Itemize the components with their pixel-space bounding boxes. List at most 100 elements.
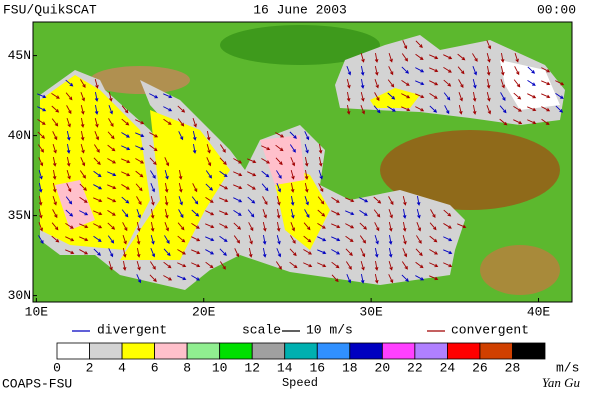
wind-arrow bbox=[388, 274, 394, 284]
wind-arrow bbox=[107, 235, 115, 244]
colorbar-label: Speed bbox=[282, 376, 318, 390]
wind-arrow bbox=[359, 197, 369, 203]
colorbar-box bbox=[446, 342, 481, 360]
wind-arrow bbox=[206, 157, 212, 167]
wind-arrow bbox=[149, 157, 157, 166]
wind-arrow bbox=[415, 53, 424, 61]
wind-arrow bbox=[66, 156, 71, 167]
wind-arrow bbox=[486, 65, 491, 76]
wind-arrow bbox=[51, 93, 60, 99]
lat-tick-label: 35N bbox=[8, 208, 31, 223]
legend-convergent: convergent bbox=[451, 322, 529, 337]
wind-arrow bbox=[276, 183, 282, 193]
wind-arrow bbox=[429, 222, 437, 231]
wind-arrow bbox=[513, 106, 522, 112]
wind-arrow bbox=[457, 223, 467, 229]
wind-arrow bbox=[317, 262, 327, 268]
wind-arrow bbox=[415, 40, 423, 48]
wind-arrow bbox=[205, 183, 214, 191]
wind-arrow bbox=[345, 197, 355, 203]
wind-arrow bbox=[80, 157, 86, 167]
wind-arrow bbox=[387, 92, 396, 100]
wind-arrow bbox=[443, 223, 452, 229]
wind-arrow bbox=[94, 131, 100, 141]
wind-zone bbox=[55, 180, 95, 230]
wind-arrow bbox=[486, 78, 491, 89]
wind-arrow bbox=[346, 66, 352, 76]
wind-arrow bbox=[79, 170, 86, 179]
wind-arrow bbox=[472, 104, 477, 115]
wind-arrow bbox=[304, 182, 309, 193]
colorbar-unit: m/s bbox=[556, 360, 579, 375]
colorbar-tick-label: 14 bbox=[277, 360, 293, 375]
wind-arrow bbox=[37, 118, 46, 125]
wind-arrow bbox=[262, 247, 267, 258]
header-date: 16 June 2003 bbox=[253, 2, 347, 17]
wind-arrow bbox=[457, 66, 465, 75]
wind-arrow bbox=[401, 93, 411, 99]
wind-arrow bbox=[66, 130, 71, 141]
wind-arrow bbox=[527, 66, 536, 74]
wind-arrow bbox=[374, 273, 379, 284]
header-left: FSU/QuikSCAT bbox=[3, 2, 97, 17]
wind-arrow bbox=[541, 118, 550, 126]
wind-arrow bbox=[429, 235, 438, 243]
wind-arrow bbox=[443, 236, 453, 242]
wind-arrow bbox=[374, 260, 379, 271]
wind-arrow bbox=[360, 248, 366, 258]
wind-arrow bbox=[415, 80, 425, 86]
wind-arrow bbox=[192, 118, 197, 128]
wind-arrow bbox=[401, 53, 409, 62]
wind-zone bbox=[500, 60, 560, 110]
wind-arrow bbox=[94, 104, 99, 115]
wind-arrow bbox=[388, 53, 393, 63]
wind-arrow bbox=[65, 209, 74, 217]
wind-zone bbox=[260, 135, 305, 185]
wind-arrow bbox=[79, 210, 89, 216]
wind-arrow bbox=[191, 275, 200, 281]
wind-arrow bbox=[93, 248, 101, 256]
colorbar-box bbox=[89, 342, 123, 360]
wind-arrow bbox=[247, 171, 257, 177]
wind-arrow bbox=[472, 78, 477, 89]
wind-arrow bbox=[135, 183, 143, 192]
wind-arrow bbox=[163, 248, 171, 257]
wind-arrow bbox=[248, 247, 253, 258]
wind-arrow bbox=[275, 261, 282, 270]
wind-arrow bbox=[233, 235, 241, 244]
wind-arrow bbox=[205, 261, 214, 269]
wind-arrow bbox=[416, 222, 422, 232]
colorbar-box bbox=[219, 342, 253, 360]
colorbar-tick-label: 18 bbox=[342, 360, 358, 375]
colorbar-tick-label: 0 bbox=[53, 360, 61, 375]
wind-arrow bbox=[331, 196, 340, 203]
wind-arrow bbox=[136, 260, 141, 271]
wind-arrow bbox=[52, 209, 58, 219]
wind-arrow bbox=[52, 196, 57, 206]
wind-arrow bbox=[290, 195, 295, 206]
wind-arrow bbox=[93, 170, 102, 178]
wind-arrow bbox=[443, 209, 452, 217]
colorbar-box bbox=[512, 342, 546, 360]
wind-arrow bbox=[163, 118, 172, 125]
wind-arrow bbox=[374, 79, 379, 89]
wind-arrow bbox=[93, 223, 103, 229]
wind-arrow bbox=[52, 182, 57, 193]
wind-arrow bbox=[443, 249, 453, 255]
wind-arrow bbox=[443, 262, 453, 268]
wind-arrow bbox=[247, 209, 255, 218]
wind-arrow bbox=[79, 236, 89, 242]
wind-arrow bbox=[401, 106, 411, 112]
wind-arrow bbox=[107, 171, 117, 177]
wind-arrow bbox=[555, 92, 564, 99]
wind-arrow bbox=[178, 196, 183, 206]
wind-arrow bbox=[276, 234, 281, 245]
wind-arrow bbox=[192, 130, 197, 141]
wind-arrow bbox=[52, 169, 57, 180]
wind-vectors bbox=[37, 40, 565, 284]
wind-arrow bbox=[150, 208, 155, 219]
wind-arrow bbox=[359, 235, 367, 244]
wind-arrow bbox=[458, 92, 463, 102]
